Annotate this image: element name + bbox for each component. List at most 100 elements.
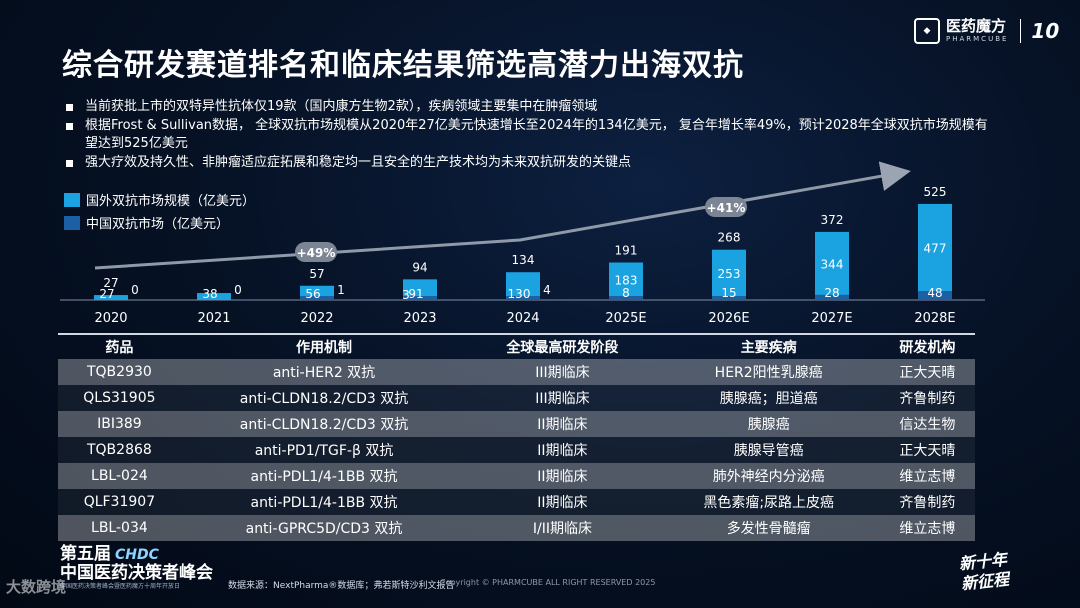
x-tick-label: 2027E (811, 311, 852, 326)
cell-disease: HER2阳性乳腺癌 (657, 359, 880, 385)
bar-overseas (609, 262, 643, 296)
cell-org: 维立志博 (879, 515, 975, 541)
cell-disease: 多发性骨髓瘤 (657, 515, 880, 541)
event-chdc: CHDC (115, 547, 159, 563)
bullet-text: 当前获批上市的双特异性抗体仅19款（国内康方生物2款），疾病领域主要集中在肿瘤领… (85, 99, 598, 114)
data-label-china: 8 (622, 286, 630, 300)
cagr-badge (705, 197, 747, 217)
cell-drug: IBI389 (58, 411, 181, 437)
column-header: 作用机制 (180, 333, 468, 359)
cell-drug: QLF31907 (58, 489, 181, 515)
data-label-china: 1 (337, 283, 345, 297)
x-tick-label: 2026E (708, 311, 749, 326)
bar-china (815, 294, 849, 300)
legend-label: 中国双抗市场（亿美元） (86, 217, 230, 232)
drug-table: 药品 作用机制 全球最高研发阶段 主要疾病 研发机构 TQB2930 anti-H… (58, 333, 975, 541)
data-label-overseas: 477 (924, 242, 947, 256)
data-label-china: 48 (927, 286, 942, 300)
cell-org: 齐鲁制药 (879, 385, 975, 411)
data-label-overseas: 56 (305, 287, 320, 301)
cell-mechanism: anti-PDL1/4-1BB 双抗 (180, 489, 468, 515)
bar-overseas (506, 272, 540, 296)
data-label-total: 57 (309, 267, 324, 281)
pharmcube-cube-icon: ◆ (914, 18, 940, 44)
cell-stage: II期临床 (467, 411, 658, 437)
cagr-badge (295, 242, 337, 262)
cell-mechanism: anti-CLDN18.2/CD3 双抗 (180, 411, 468, 437)
cell-stage: III期临床 (467, 359, 658, 385)
table-header-row: 药品 作用机制 全球最高研发阶段 主要疾病 研发机构 (58, 333, 975, 359)
page-title: 综合研发赛道排名和临床结果筛选高潜力出海双抗 (62, 48, 744, 83)
data-label-total: 191 (615, 244, 638, 258)
legend-swatch-china (64, 215, 80, 230)
data-label-overseas: 38 (202, 287, 217, 301)
bullet-text: 强大疗效及持久性、非肿瘤适应症拓展和稳定均一且安全的生产技术均为未来双抗研发的关… (85, 155, 632, 170)
column-header: 药品 (58, 333, 181, 359)
data-label-total: 27 (103, 276, 118, 290)
cell-mechanism: anti-CLDN18.2/CD3 双抗 (180, 385, 468, 411)
data-label-overseas: 130 (508, 287, 531, 301)
logo-divider (1020, 19, 1022, 43)
bar-overseas (197, 293, 231, 300)
bullet-list: 当前获批上市的双特异性抗体仅19款（国内康方生物2款），疾病领域主要集中在肿瘤领… (62, 98, 992, 173)
x-tick-label: 2020 (94, 311, 127, 326)
cell-mechanism: anti-GPRC5D/CD3 双抗 (180, 515, 468, 541)
data-label-china: 4 (543, 283, 551, 297)
x-tick-label: 2024 (506, 311, 539, 326)
column-header: 研发机构 (879, 333, 975, 359)
bullet-item: 根据Frost & Sullivan数据， 全球双抗市场规模从2020年27亿美… (62, 117, 992, 153)
legend-item-china: 中国双抗市场（亿美元） (64, 213, 255, 232)
cell-org: 信达生物 (879, 411, 975, 437)
bar-overseas (403, 279, 437, 296)
cell-org: 正大天晴 (879, 437, 975, 463)
ten-year-badge: 10 (1031, 19, 1060, 43)
bullet-square-icon (66, 104, 73, 111)
cell-drug: TQB2868 (58, 437, 181, 463)
cell-drug: TQB2930 (58, 359, 181, 385)
logo-sub: PHARMCUBE (946, 35, 1009, 43)
bar-china (506, 296, 540, 300)
cell-disease: 胰腺癌；胆道癌 (657, 385, 880, 411)
legend-label: 国外双抗市场规模（亿美元） (86, 194, 256, 209)
cell-stage: II期临床 (467, 463, 658, 489)
cagr-label: +41% (707, 201, 746, 215)
table-row: LBL-034 anti-GPRC5D/CD3 双抗 I/II期临床 多发性骨髓瘤 维立… (58, 515, 975, 541)
event-tagline: 中国医药决策者峰会暨医药魔方十周年开放日 (60, 583, 181, 590)
bullet-text: 根据Frost & Sullivan数据， 全球双抗市场规模从2020年27亿美… (85, 118, 988, 151)
data-source: 数据来源：NextPharma®数据库；弗若斯特沙利文报告 (228, 581, 455, 591)
data-label-china: 3 (402, 288, 410, 302)
bar-china (403, 296, 437, 300)
cell-drug: LBL-024 (58, 463, 181, 489)
bullet-item: 当前获批上市的双特异性抗体仅19款（国内康方生物2款），疾病领域主要集中在肿瘤领… (62, 98, 992, 116)
x-tick-label: 2028E (914, 311, 955, 326)
cell-stage: II期临床 (467, 437, 658, 463)
table-row: IBI389 anti-CLDN18.2/CD3 双抗 II期临床 胰腺癌 信达生物 (58, 411, 975, 437)
column-header: 主要疾病 (657, 333, 880, 359)
bullet-square-icon (66, 160, 73, 167)
data-label-total: 134 (512, 253, 535, 267)
brand-logo: ◆ 医药魔方 PHARMCUBE 10 (914, 18, 1059, 44)
trend-arrow (94, 161, 911, 270)
bar-overseas (94, 295, 128, 300)
cell-mechanism: anti-PD1/TGF-β 双抗 (180, 437, 468, 463)
cell-mechanism: anti-PDL1/4-1BB 双抗 (180, 463, 468, 489)
legend-swatch-overseas (64, 192, 80, 207)
x-tick-label: 2021 (197, 311, 230, 326)
bar-china (300, 296, 334, 300)
cell-disease: 肺外神经内分泌癌 (657, 463, 880, 489)
bar-overseas (712, 249, 746, 296)
slogan-line-2: 新征程 (960, 569, 1010, 594)
table-row: TQB2868 anti-PD1/TGF-β 双抗 II期临床 胰腺导管癌 正大天晴 (58, 437, 975, 463)
data-label-total: 525 (924, 185, 947, 199)
data-label-china: 28 (824, 286, 839, 300)
legend-item-overseas: 国外双抗市场规模（亿美元） (64, 190, 255, 209)
data-label-overseas: 91 (408, 287, 423, 301)
x-tick-label: 2022 (300, 311, 333, 326)
column-header: 全球最高研发阶段 (467, 333, 658, 359)
bar-china (712, 296, 746, 300)
bullet-item: 强大疗效及持久性、非肿瘤适应症拓展和稳定均一且安全的生产技术均为未来双抗研发的关… (62, 154, 992, 172)
cell-stage: I/II期临床 (467, 515, 658, 541)
data-label-total: 94 (412, 260, 427, 274)
data-label-china: 15 (721, 286, 736, 300)
